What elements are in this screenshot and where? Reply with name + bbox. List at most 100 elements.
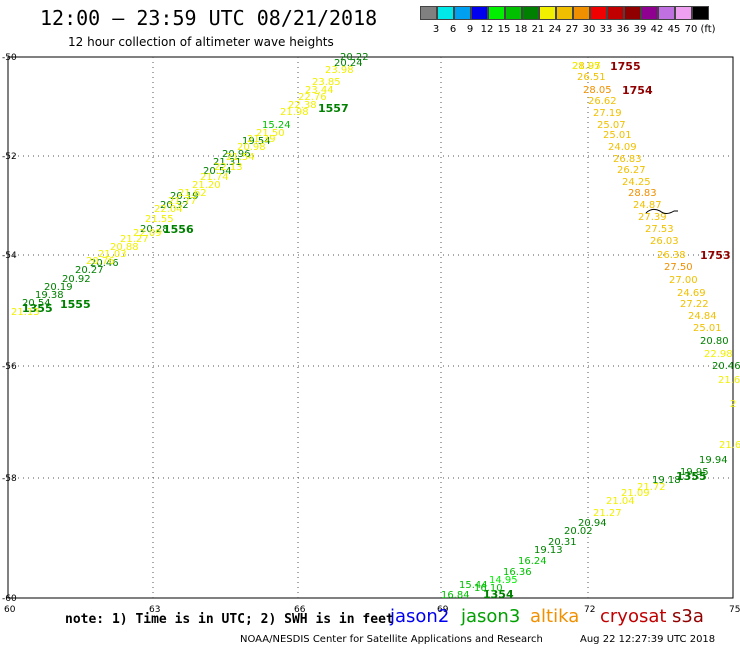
- scale-swatch: [641, 6, 658, 20]
- swh-value: 22.38: [288, 100, 317, 111]
- swh-value: 28.97: [572, 61, 601, 72]
- scale-swatch: [573, 6, 590, 20]
- swh-value: 20.98: [237, 142, 266, 153]
- swh-value: 21.74: [200, 172, 229, 183]
- track-label: 1754: [622, 84, 653, 97]
- track-label: 1354: [483, 588, 514, 601]
- scale-label: 36: [616, 24, 630, 35]
- swh-value: 21.62: [178, 188, 207, 199]
- lon-label: 66: [294, 605, 306, 615]
- swh-value: 23.85: [312, 77, 341, 88]
- swh-value: 24.84: [688, 311, 717, 322]
- lon-label: 63: [149, 605, 160, 615]
- scale-swatch: [624, 6, 641, 20]
- swh-value: 20.31: [548, 537, 577, 548]
- lon-label: 69: [437, 605, 449, 615]
- swh-value: 26.83: [613, 154, 642, 165]
- track-label: 1755: [610, 60, 641, 73]
- swh-value: 26.27: [617, 165, 646, 176]
- scale-swatch: [590, 6, 607, 20]
- scale-label: 9: [466, 24, 474, 35]
- swh-value: 21.27: [120, 234, 149, 245]
- scale-swatch: [420, 6, 437, 20]
- scale-label: 30: [582, 24, 596, 35]
- swh-value: 21.03: [98, 249, 127, 260]
- swh-value: 23.98: [325, 65, 354, 76]
- swh-value: 19.13: [534, 545, 563, 556]
- scale-swatch: [522, 6, 539, 20]
- scale-swatch: [505, 6, 522, 20]
- swh-value: 27.53: [645, 224, 674, 235]
- legend-jason2: jason2: [390, 606, 450, 627]
- scale-label: 27: [565, 24, 579, 35]
- swh-value: 25.01: [603, 130, 632, 141]
- swh-value: 21.27: [593, 508, 622, 519]
- swh-value: 22.98: [704, 349, 733, 360]
- scale-label: 70: [684, 24, 698, 35]
- swh-value: 21.09: [621, 488, 650, 499]
- swh-value: 21.50: [256, 128, 285, 139]
- track-label: 1753: [700, 249, 731, 262]
- swh-value: 24.25: [622, 177, 651, 188]
- lat-label: -50: [2, 53, 17, 63]
- swh-value: 20.32: [160, 200, 189, 211]
- footer-credit: NOAA/NESDIS Center for Satellite Applica…: [240, 634, 543, 645]
- scale-label: 12: [480, 24, 494, 35]
- lat-label: -60: [2, 594, 17, 604]
- swh-value: 27.19: [593, 108, 622, 119]
- scale-swatch: [471, 6, 488, 20]
- swh-value: 20.54: [203, 166, 232, 177]
- track-label: 1355: [676, 470, 707, 483]
- scale-swatch: [437, 6, 454, 20]
- swh-value: 20.80: [700, 336, 729, 347]
- scale-label: 18: [514, 24, 528, 35]
- scale-label: 39: [633, 24, 647, 35]
- swh-value: 21.55: [145, 214, 174, 225]
- swh-value: 19.54: [242, 136, 271, 147]
- swh-value: 26.03: [650, 236, 679, 247]
- swh-value: 19.95: [680, 467, 709, 478]
- swh-value: 22.76: [298, 92, 327, 103]
- swh-value: 28.83: [628, 188, 657, 199]
- track-label: 1557: [318, 102, 349, 115]
- swh-value: 15.44: [459, 580, 488, 591]
- page-title: 12:00 — 23:59 UTC 08/21/2018: [40, 6, 378, 30]
- scale-swatch: [556, 6, 573, 20]
- scale-swatch: [607, 6, 624, 20]
- scale-swatch: [692, 6, 709, 20]
- swh-value: 16.84: [441, 590, 470, 601]
- scale-label: 15: [497, 24, 511, 35]
- swh-value: 20.46: [712, 361, 740, 372]
- swh-value: 19.18: [652, 475, 681, 486]
- scale-swatch: [539, 6, 556, 20]
- page-subtitle: 12 hour collection of altimeter wave hei…: [68, 35, 334, 49]
- legend-s3a: s3a: [672, 606, 704, 627]
- swh-value: 20.28: [140, 224, 169, 235]
- legend-altika: altika: [530, 606, 580, 627]
- swh-value: 20.54: [22, 298, 51, 309]
- swh-value: 21.54: [226, 152, 255, 163]
- swh-value: 25.01: [693, 323, 722, 334]
- scale-label: 42: [650, 24, 664, 35]
- scale-label: 33: [599, 24, 613, 35]
- swh-value: 21.31: [213, 157, 242, 168]
- scale-label: 45: [667, 24, 681, 35]
- legend-cryosat: cryosat: [600, 606, 667, 627]
- swh-value: 21.05: [572, 61, 601, 72]
- scale-label: (ft): [700, 24, 716, 35]
- swh-value: 27.39: [638, 212, 667, 223]
- swh-value: 20.96: [222, 149, 251, 160]
- scale-label: 24: [548, 24, 562, 35]
- swh-value: 19.94: [699, 455, 728, 466]
- lat-label: -58: [2, 474, 17, 484]
- track-label: 1556: [163, 223, 194, 236]
- swh-value: 27.22: [680, 299, 709, 310]
- swh-value: 21.39: [247, 134, 276, 145]
- swh-value: 26.62: [588, 96, 617, 107]
- lon-label: 60: [4, 605, 16, 615]
- swh-value: 20.94: [578, 518, 607, 529]
- island-outline: [645, 208, 678, 214]
- swh-value: 20.46: [90, 258, 119, 269]
- swh-value: 20.22: [340, 52, 369, 63]
